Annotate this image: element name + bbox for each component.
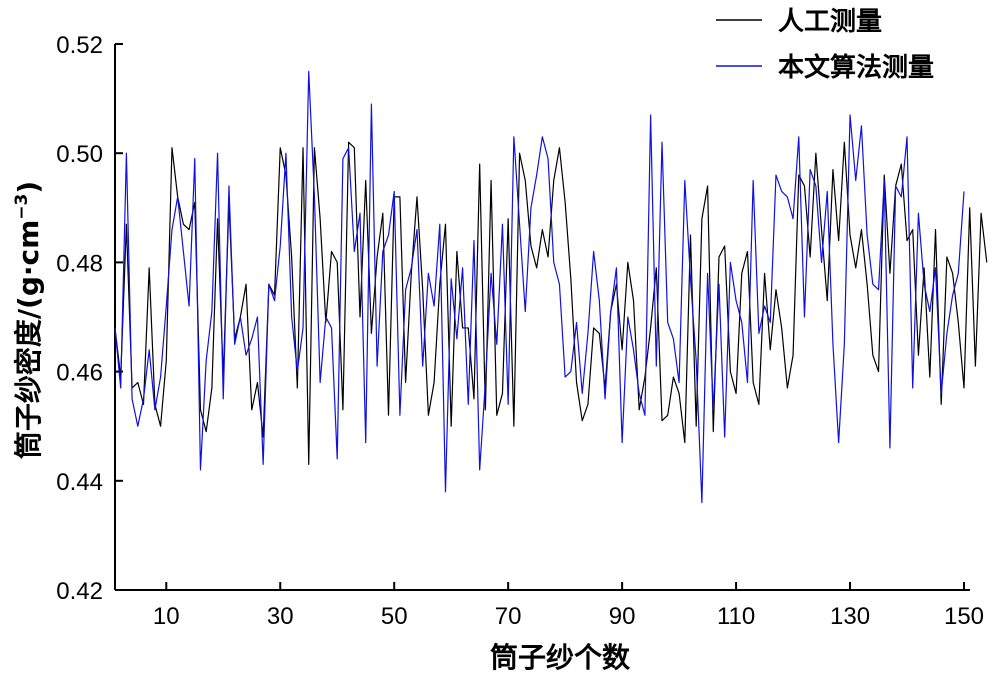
y-axis-title-exponent: −3 [12, 194, 32, 220]
series-layer [114, 70, 988, 504]
x-tick-label: 50 [381, 603, 408, 630]
legend-label-manual: 人工测量 [778, 7, 882, 37]
series-line-manual [114, 141, 988, 466]
y-tick-label: 0.46 [56, 360, 103, 387]
series-line-algorithm [114, 70, 965, 504]
y-tick-label: 0.52 [56, 32, 103, 59]
y-tick-label: 0.44 [56, 469, 103, 496]
y-axis-title-main: 筒子纱密度/(g·cm [12, 220, 45, 459]
y-axis-title-close: ) [12, 181, 45, 194]
x-tick-label: 70 [495, 603, 522, 630]
x-axis-title: 筒子纱个数 [490, 641, 631, 674]
x-tick-label: 150 [944, 603, 984, 630]
x-tick-label: 130 [830, 603, 870, 630]
y-tick-label: 0.42 [56, 578, 103, 605]
legend-label-algorithm: 本文算法测量 [778, 52, 934, 83]
y-axis-ticks: 0.42 0.44 0.46 0.48 0.50 0.52 [56, 32, 123, 605]
x-axis-ticks: 10 30 50 70 90 110 130 150 [153, 582, 984, 630]
legend: 人工测量 本文算法测量 [716, 7, 934, 83]
y-tick-label: 0.50 [56, 141, 103, 168]
x-tick-label: 30 [267, 603, 294, 630]
y-tick-label: 0.48 [56, 250, 103, 277]
x-tick-label: 10 [153, 603, 180, 630]
x-tick-label: 110 [717, 603, 755, 630]
y-axis-title: 筒子纱密度/(g·cm−3) [12, 181, 45, 459]
x-tick-label: 90 [609, 603, 636, 630]
